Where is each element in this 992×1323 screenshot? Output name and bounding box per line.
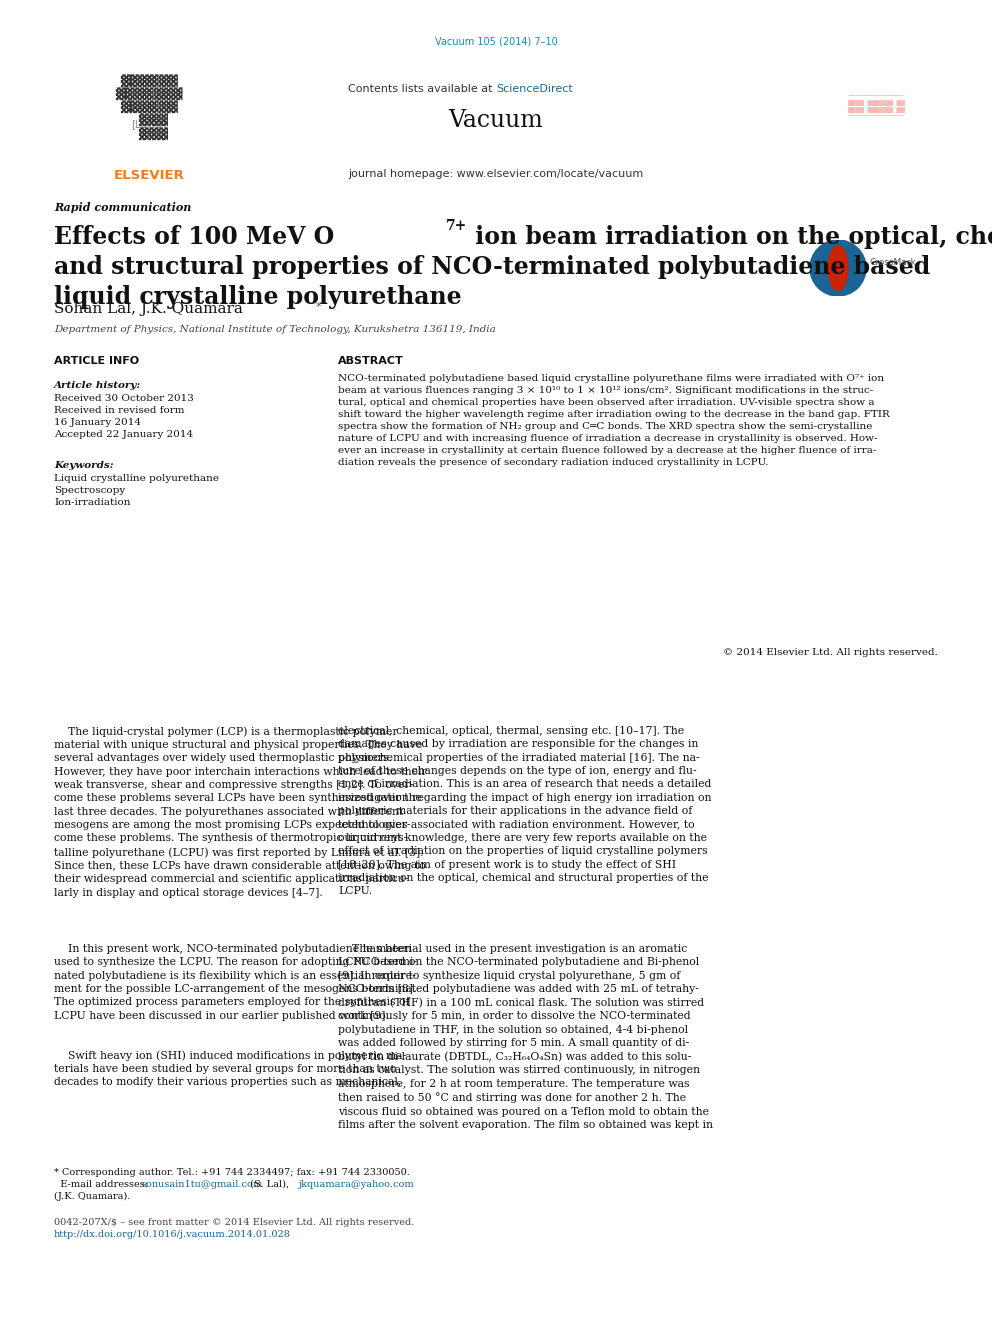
- Text: and structural properties of NCO-terminated polybutadiene based: and structural properties of NCO-termina…: [54, 255, 930, 279]
- Text: Sohan Lal, J.K. Quamara: Sohan Lal, J.K. Quamara: [54, 302, 243, 316]
- Text: liquid crystalline polyurethane: liquid crystalline polyurethane: [54, 284, 461, 310]
- Ellipse shape: [828, 246, 848, 291]
- Text: CrossMark: CrossMark: [870, 258, 917, 267]
- Circle shape: [810, 239, 866, 296]
- Text: ABSTRACT: ABSTRACT: [338, 356, 404, 366]
- Text: electrical, chemical, optical, thermal, sensing etc. [10–17]. The
damages caused: electrical, chemical, optical, thermal, …: [338, 726, 711, 896]
- Text: Vacuum: Vacuum: [448, 108, 544, 132]
- Text: E-mail addresses:: E-mail addresses:: [54, 1180, 151, 1189]
- Text: The liquid-crystal polymer (LCP) is a thermoplastic polymer
material with unique: The liquid-crystal polymer (LCP) is a th…: [54, 726, 427, 898]
- Text: * Corresponding author. Tel.: +91 744 2334497; fax: +91 744 2330050.: * Corresponding author. Tel.: +91 744 23…: [54, 1168, 410, 1177]
- Text: In this present work, NCO-terminated polybutadiene has been
used to synthesize t: In this present work, NCO-terminated pol…: [54, 945, 417, 1021]
- Text: 0042-207X/$ – see front matter © 2014 Elsevier Ltd. All rights reserved.: 0042-207X/$ – see front matter © 2014 El…: [54, 1218, 415, 1226]
- Text: Swift heavy ion (SHI) induced modifications in polymeric ma-
terials have been s: Swift heavy ion (SHI) induced modificati…: [54, 1050, 406, 1088]
- Text: Received in revised form: Received in revised form: [54, 406, 185, 415]
- Text: Rapid communication: Rapid communication: [54, 202, 191, 213]
- Text: NCO-terminated polybutadiene based liquid crystalline polyurethane films were ir: NCO-terminated polybutadiene based liqui…: [338, 374, 890, 467]
- Text: (S. Lal),: (S. Lal),: [247, 1180, 293, 1189]
- Text: *: *: [316, 302, 321, 312]
- Text: ScienceDirect: ScienceDirect: [496, 83, 572, 94]
- Text: ─────────────────
▓▓▓▓  ▓▓▓▓▓▓  ▓▓
▓▓▓▓  ▓▓▓▓▓▓  ▓▓
─────────────────: ───────────────── ▓▓▓▓ ▓▓▓▓▓▓ ▓▓ ▓▓▓▓ ▓▓…: [847, 94, 905, 119]
- Text: 7+: 7+: [446, 220, 467, 233]
- Text: Spectroscopy: Spectroscopy: [54, 486, 125, 495]
- Text: Vacuum 105 (2014) 7–10: Vacuum 105 (2014) 7–10: [434, 36, 558, 46]
- Text: © 2014 Elsevier Ltd. All rights reserved.: © 2014 Elsevier Ltd. All rights reserved…: [723, 648, 938, 658]
- Text: Liquid crystalline polyurethane: Liquid crystalline polyurethane: [54, 474, 219, 483]
- Text: ARTICLE INFO: ARTICLE INFO: [54, 356, 139, 366]
- Text: Department of Physics, National Institute of Technology, Kurukshetra 136119, Ind: Department of Physics, National Institut…: [54, 325, 496, 333]
- Text: Received 30 October 2013: Received 30 October 2013: [54, 394, 193, 404]
- Text: Contents lists available at: Contents lists available at: [348, 83, 496, 94]
- Text: sonusain1tu@gmail.com: sonusain1tu@gmail.com: [141, 1180, 262, 1189]
- Text: ion beam irradiation on the optical, chemical: ion beam irradiation on the optical, che…: [467, 225, 992, 249]
- Text: 16 January 2014: 16 January 2014: [54, 418, 141, 427]
- Text: Ion-irradiation: Ion-irradiation: [54, 497, 131, 507]
- Text: ELSEVIER: ELSEVIER: [113, 169, 185, 183]
- Text: journal homepage: www.elsevier.com/locate/vacuum: journal homepage: www.elsevier.com/locat…: [348, 169, 644, 179]
- Text: Keywords:: Keywords:: [54, 460, 114, 470]
- Text: Accepted 22 January 2014: Accepted 22 January 2014: [54, 430, 193, 439]
- Text: The material used in the present investigation is an aromatic
LCPU based on the : The material used in the present investi…: [338, 945, 713, 1130]
- Text: [LOGO]: [LOGO]: [131, 119, 167, 130]
- Text: Article history:: Article history:: [54, 381, 141, 390]
- Text: (J.K. Quamara).: (J.K. Quamara).: [54, 1192, 130, 1201]
- Text: VACUUM: VACUUM: [847, 75, 905, 89]
- Text: ▓▓▓▓▓▓
▓▓▓▓▓▓▓
▓▓▓▓▓▓
  ▓▓▓
  ▓▓▓: ▓▓▓▓▓▓ ▓▓▓▓▓▓▓ ▓▓▓▓▓▓ ▓▓▓ ▓▓▓: [115, 74, 183, 140]
- Text: Effects of 100 MeV O: Effects of 100 MeV O: [54, 225, 334, 249]
- Text: jkquamara@yahoo.com: jkquamara@yahoo.com: [299, 1180, 415, 1189]
- Text: http://dx.doi.org/10.1016/j.vacuum.2014.01.028: http://dx.doi.org/10.1016/j.vacuum.2014.…: [54, 1230, 291, 1240]
